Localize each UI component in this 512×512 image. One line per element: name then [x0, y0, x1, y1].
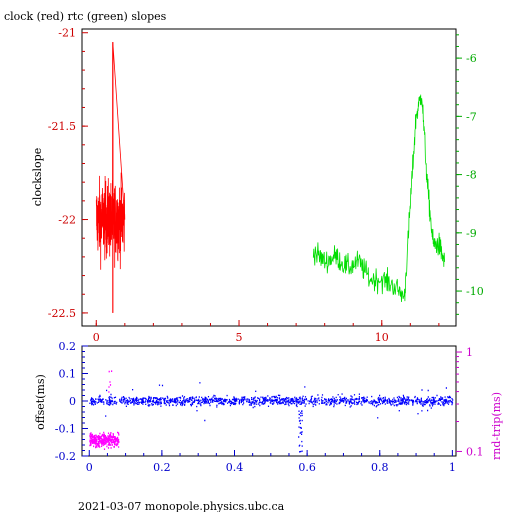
chart-title: clock (red) rtc (green) slopes	[4, 10, 167, 23]
x-tick-label: 0.6	[298, 461, 316, 474]
y2-tick-label: -8	[466, 169, 477, 182]
x-tick-label: 0	[86, 461, 93, 474]
bottom-y2-axis-label: rnd-trip(ms)	[490, 392, 503, 460]
footer-text: 2021-03-07 monopole.physics.ubc.ca	[78, 500, 285, 512]
y-tick-label: 0.2	[59, 340, 77, 353]
offset-points	[89, 382, 454, 453]
y2-tick-label: -10	[466, 285, 484, 298]
top-y-axis-label: clockslope	[31, 148, 44, 206]
top-left-axis: -21 -21.5 -22 -22.5	[48, 27, 88, 320]
x-tick-label: 1	[449, 461, 456, 474]
rtc-series-line	[312, 94, 445, 303]
y2-tick-label: -9	[466, 227, 477, 240]
top-data-layer	[95, 42, 445, 313]
y-tick-label: -21.5	[48, 120, 76, 133]
x-tick-label: 5	[236, 331, 243, 344]
top-plot-frame	[81, 28, 457, 327]
y2-tick-label: -7	[466, 110, 477, 123]
x-tick-label: 0.8	[371, 461, 389, 474]
y-tick-label: 0	[69, 395, 76, 408]
y-tick-label: -0.2	[55, 450, 76, 463]
x-tick-label: 0.2	[153, 461, 171, 474]
x-tick-label: 10	[375, 331, 389, 344]
y-tick-label: 0.1	[59, 368, 77, 381]
y2-tick-label: -6	[466, 52, 477, 65]
bottom-data-layer	[89, 370, 454, 453]
y-tick-label: -22.5	[48, 307, 76, 320]
y2-tick-label: 1	[466, 346, 473, 359]
y-tick-label: -21	[58, 27, 76, 40]
y-tick-label: -0.1	[55, 423, 76, 436]
bottom-left-axis: 0.2 0.1 0 -0.1 -0.2	[55, 340, 88, 463]
x-tick-label: 0	[93, 331, 100, 344]
top-bottom-axis: 0 5 10	[93, 320, 440, 344]
clock-series-line	[95, 42, 126, 313]
bottom-right-axis: 10.1	[456, 346, 484, 458]
top-right-axis: -6 -7 -8 -9 -10	[456, 34, 484, 315]
y2-tick-label: 0.1	[466, 445, 484, 458]
bottom-y-axis-label: offset(ms)	[34, 374, 47, 430]
y-tick-label: -22	[58, 214, 76, 227]
x-tick-label: 0.4	[226, 461, 244, 474]
rndtrip-points	[89, 370, 120, 450]
bottom-bottom-axis: 0 0.2 0.4 0.6 0.8 1	[86, 450, 456, 474]
